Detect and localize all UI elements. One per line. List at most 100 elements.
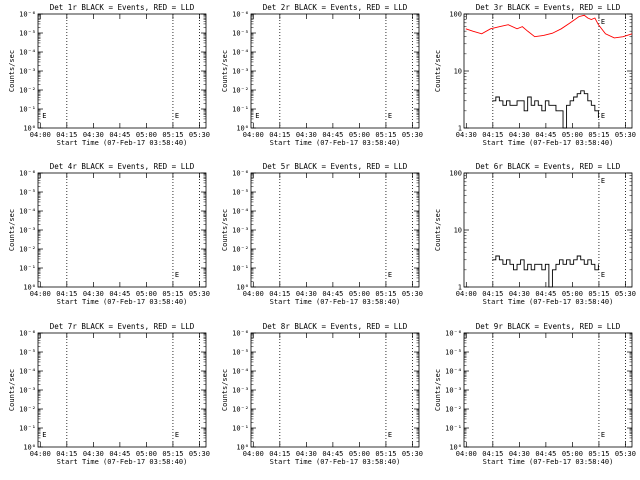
x-tick-label: 04:15 [56, 450, 77, 458]
x-tick-label: 05:15 [375, 131, 396, 139]
x-tick-label: 04:15 [269, 131, 290, 139]
x-axis-label: Start Time (07-Feb-17 03:58:40) [270, 139, 401, 147]
x-tick-label: 05:30 [189, 290, 210, 298]
x-tick-label: 05:15 [375, 450, 396, 458]
x-tick-label: 05:15 [588, 290, 609, 298]
x-tick-label: 04:45 [322, 450, 343, 458]
x-tick-label: 04:30 [296, 450, 317, 458]
x-axis-label: Start Time (07-Feb-17 03:58:40) [57, 139, 188, 147]
x-tick-label: 04:15 [56, 290, 77, 298]
event-marker-label: E [388, 112, 392, 120]
panel-det-2: Det 2r BLACK = Events, RED = LLD 10⁰ 10⁻¹ 1… [221, 3, 423, 147]
lld-series-line [465, 14, 633, 39]
plot-frame [250, 13, 420, 129]
y-tick-label: 10⁰ [23, 284, 36, 292]
plot-frame [37, 172, 207, 288]
y-tick-label: 100 [449, 170, 462, 178]
panel-det-7: Det 7r BLACK = Events, RED = LLD 10⁰ 10⁻¹ 1… [8, 322, 210, 466]
y-tick-label: 10⁻⁵ [232, 349, 249, 357]
y-axis-label: Counts/sec [8, 50, 16, 92]
y-tick-label: 10⁻² [232, 406, 249, 414]
plot-frame [463, 172, 633, 288]
x-axis-label: Start Time (07-Feb-17 03:58:40) [483, 139, 614, 147]
y-tick-label: 10⁻¹ [232, 425, 249, 433]
panel-det-6: Det 6r BLACK = Events, RED = LLD 1 10 100 Co… [434, 162, 636, 306]
x-tick-label: 04:30 [509, 450, 530, 458]
y-tick-label: 10⁻¹ [19, 106, 36, 114]
x-tick-label: 04:45 [322, 131, 343, 139]
y-tick-label: 10⁻⁶ [232, 170, 249, 178]
plot-frame [463, 332, 633, 448]
x-tick-label: 05:00 [349, 131, 370, 139]
x-tick-label: 04:30 [296, 290, 317, 298]
event-marker-label: E [388, 431, 392, 439]
y-tick-label: 10⁰ [449, 444, 462, 452]
y-tick-label: 10⁰ [236, 284, 249, 292]
y-tick-label: 10⁻¹ [232, 106, 249, 114]
x-tick-label: 05:00 [349, 450, 370, 458]
y-axis-label: Counts/sec [221, 209, 229, 251]
panel-det-4: Det 4r BLACK = Events, RED = LLD 10⁰ 10⁻¹ 1… [8, 162, 210, 306]
plot-frame [463, 13, 633, 129]
y-tick-label: 10⁻³ [232, 227, 249, 235]
y-tick-label: 10⁰ [23, 125, 36, 133]
y-tick-label: 10⁻⁴ [232, 49, 249, 57]
plot-frame [250, 172, 420, 288]
y-tick-label: 10⁻⁴ [19, 208, 36, 216]
panel-title: Det 4r BLACK = Events, RED = LLD [50, 162, 195, 171]
panel-det-1: Det 1r BLACK = Events, RED = LLD 10⁰ 10⁻¹ 1… [8, 3, 210, 147]
y-tick-label: 10⁰ [23, 444, 36, 452]
x-tick-label: 04:30 [83, 450, 104, 458]
y-tick-label: 10⁻⁴ [232, 208, 249, 216]
panel-det-3: Det 3r BLACK = Events, RED = LLD 1 10 100 Co… [434, 3, 636, 147]
x-axis-label: Start Time (07-Feb-17 03:58:40) [57, 298, 188, 306]
plot-frame [37, 332, 207, 448]
y-tick-label: 10⁰ [236, 444, 249, 452]
y-tick-label: 10⁻⁶ [19, 11, 36, 19]
x-tick-label: 05:30 [615, 450, 636, 458]
y-tick-label: 1 [458, 125, 462, 133]
x-tick-label: 05:00 [349, 290, 370, 298]
y-tick-label: 10⁻² [232, 87, 249, 95]
x-tick-label: 04:30 [296, 131, 317, 139]
x-tick-label: 05:00 [562, 131, 583, 139]
x-tick-label: 04:00 [243, 131, 264, 139]
y-axis-label: Counts/sec [221, 50, 229, 92]
x-tick-label: 05:30 [402, 450, 423, 458]
x-tick-label: 05:00 [136, 450, 157, 458]
y-axis-label: Counts/sec [434, 50, 442, 92]
y-tick-label: 10⁻⁶ [19, 170, 36, 178]
y-tick-label: 10⁻⁵ [232, 189, 249, 197]
y-tick-label: 1 [458, 284, 462, 292]
x-axis-label: Start Time (07-Feb-17 03:58:40) [483, 458, 614, 466]
y-tick-label: 10 [454, 227, 462, 235]
event-marker-label: E [388, 271, 392, 279]
x-tick-label: 04:30 [83, 290, 104, 298]
x-tick-label: 04:30 [83, 131, 104, 139]
panel-title: Det 6r BLACK = Events, RED = LLD [476, 162, 621, 171]
x-tick-label: 04:15 [482, 450, 503, 458]
y-tick-label: 100 [449, 11, 462, 19]
y-tick-label: 10⁻⁵ [19, 30, 36, 38]
y-axis-label: Counts/sec [434, 209, 442, 251]
y-tick-label: 10⁻³ [232, 68, 249, 76]
y-tick-label: 10⁻¹ [445, 425, 462, 433]
y-tick-label: 10⁻³ [19, 227, 36, 235]
y-tick-label: 10⁻⁴ [19, 49, 36, 57]
x-tick-label: 05:00 [136, 131, 157, 139]
x-tick-label: 05:15 [375, 290, 396, 298]
x-tick-label: 05:15 [162, 450, 183, 458]
x-tick-label: 04:15 [482, 131, 503, 139]
y-tick-label: 10⁻⁶ [232, 330, 249, 338]
x-tick-label: 04:15 [269, 290, 290, 298]
x-axis-label: Start Time (07-Feb-17 03:58:40) [483, 298, 614, 306]
x-tick-label: 05:15 [588, 450, 609, 458]
x-tick-label: 04:45 [109, 450, 130, 458]
event-marker-label: E [175, 271, 179, 279]
x-tick-label: 05:30 [402, 131, 423, 139]
x-tick-label: 04:30 [509, 290, 530, 298]
events-series-line [492, 90, 599, 129]
y-tick-label: 10⁻⁴ [445, 368, 462, 376]
y-tick-label: 10⁻³ [19, 387, 36, 395]
